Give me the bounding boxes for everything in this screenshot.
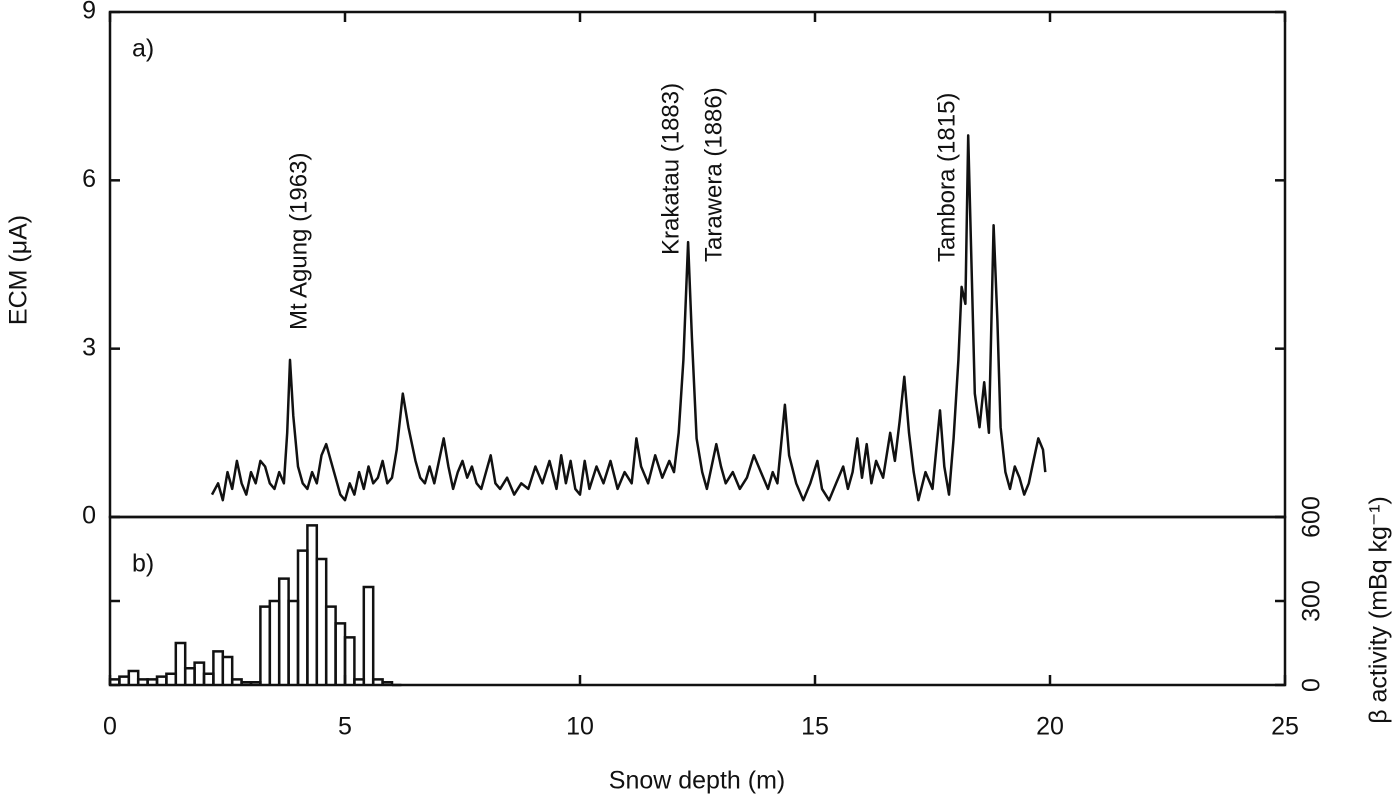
y2-tick-label: 300 [1298,580,1326,622]
x-tick-label: 25 [1271,713,1299,741]
histogram-step [315,557,328,685]
histogram-step [277,577,290,685]
annotation: Krakatau (1883) [657,83,684,255]
y2-tick-label: 0 [1298,678,1326,692]
histogram-step [174,641,187,685]
annotation: Tambora (1815) [933,93,960,262]
panel-label: b) [132,550,154,578]
histogram-step [165,672,178,685]
y-tick-label: 3 [82,333,96,361]
y-tick-label: 9 [82,0,96,25]
histogram-step [334,622,347,685]
annotation: Tarawera (1886) [700,87,727,262]
panel-b-frame [108,515,1287,687]
y-tick-label: 0 [82,502,96,530]
annotation: Mt Agung (1963) [285,153,312,330]
histogram-step [221,655,234,685]
y-tick-label: 6 [82,165,96,193]
x-tick-label: 5 [338,713,352,741]
histogram-step [362,585,375,685]
x-tick-label: 15 [801,713,829,741]
x-axis-label: Snow depth (m) [609,767,785,795]
histogram-step [306,524,319,685]
histogram-step [193,661,206,685]
histogram-step [259,605,272,685]
histogram-step [324,605,337,685]
x-tick-label: 10 [566,713,594,741]
histogram-step [183,666,196,685]
histogram-step [268,599,281,685]
histogram-step [127,669,140,685]
histogram-step [381,680,394,685]
histogram-step [118,675,131,685]
y2-tick-label: 600 [1298,496,1326,538]
histogram-step [343,636,356,685]
x-tick-label: 20 [1036,713,1064,741]
histogram-step [155,675,168,685]
histogram-step [287,599,300,685]
y-axis-label: ECM (μA) [5,215,33,325]
y2-axis-label: β activity (mBq kg⁻¹) [1365,496,1393,724]
histogram-step [202,672,215,685]
panel-label: a) [132,35,154,63]
x-tick-label: 0 [103,713,117,741]
histogram-step [296,549,309,685]
ecm-line [210,134,1047,502]
histogram-step [212,650,225,685]
